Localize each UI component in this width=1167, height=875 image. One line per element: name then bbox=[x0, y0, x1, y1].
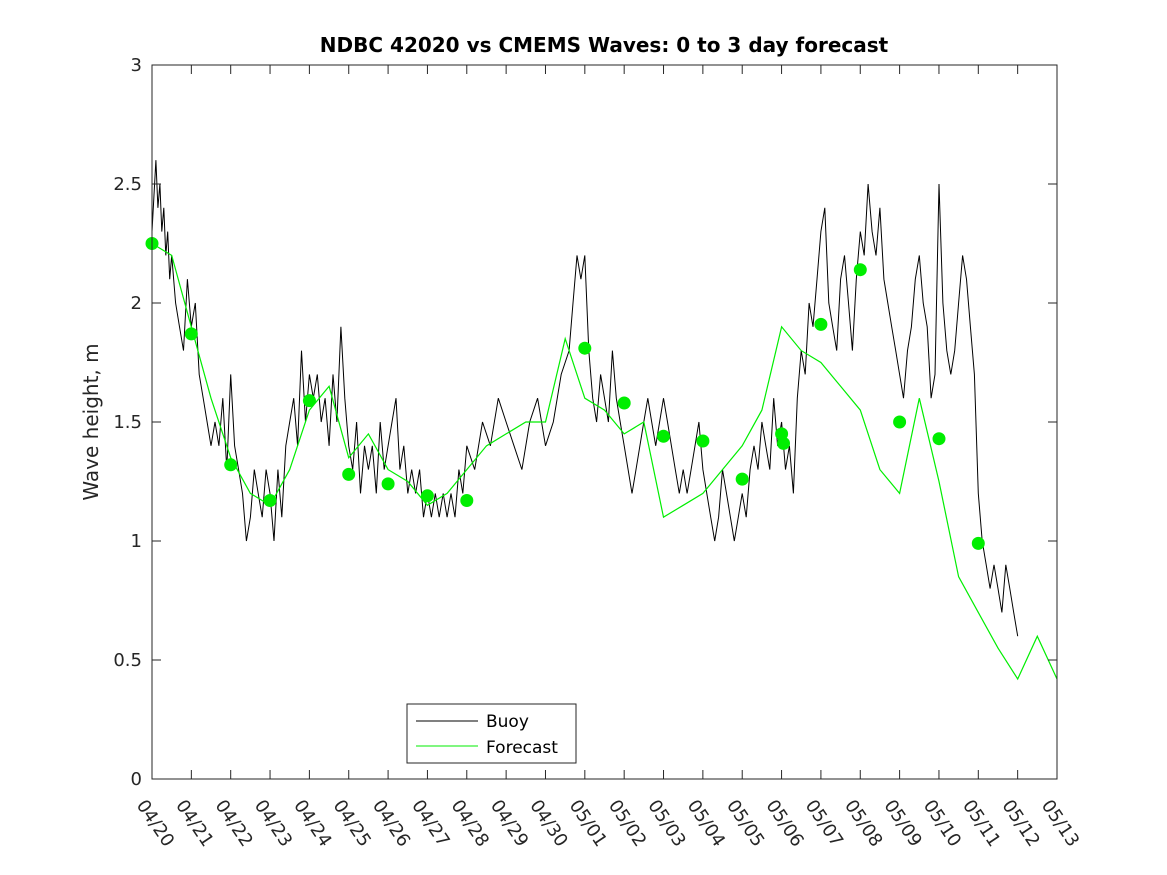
x-tick-label: 05/11 bbox=[958, 796, 1004, 851]
x-tick-label: 05/08 bbox=[840, 796, 886, 851]
forecast-point bbox=[460, 494, 474, 507]
forecast-point bbox=[184, 327, 198, 341]
forecast-point bbox=[853, 263, 867, 277]
x-tick-label: 05/06 bbox=[761, 796, 807, 851]
y-tick-label: 1.5 bbox=[113, 412, 142, 433]
legend-buoy-label: Buoy bbox=[486, 712, 529, 732]
forecast-point bbox=[342, 467, 356, 481]
x-tick-label: 05/13 bbox=[1037, 796, 1083, 851]
x-tick-label: 04/25 bbox=[329, 796, 375, 851]
x-axis: 04/2004/2104/2204/2304/2404/2504/2604/27… bbox=[132, 65, 1083, 851]
x-tick-label: 04/23 bbox=[250, 796, 296, 851]
forecast-point bbox=[777, 436, 790, 450]
x-tick-label: 04/30 bbox=[525, 796, 571, 851]
x-tick-label: 04/24 bbox=[289, 796, 335, 851]
x-tick-label: 05/03 bbox=[643, 796, 689, 851]
x-tick-label: 05/12 bbox=[998, 796, 1044, 851]
x-tick-label: 05/10 bbox=[919, 796, 965, 851]
series-line-forecast bbox=[151, 242, 1058, 681]
forecast-point bbox=[578, 341, 592, 355]
x-tick-label: 05/07 bbox=[801, 796, 847, 851]
x-tick-label: 05/01 bbox=[565, 796, 611, 851]
forecast-point bbox=[893, 415, 907, 429]
plot-area bbox=[145, 160, 1058, 681]
legend-box bbox=[406, 703, 577, 764]
x-tick-label: 04/20 bbox=[132, 796, 178, 851]
series-line-buoy bbox=[151, 160, 1019, 637]
y-tick-label: 2 bbox=[131, 293, 142, 314]
y-axis: 0 0.5 1 1.5 2 2.5 3 bbox=[113, 55, 1057, 790]
forecast-point bbox=[814, 317, 828, 331]
plot-frame bbox=[151, 64, 1058, 780]
forecast-point bbox=[696, 434, 710, 448]
y-tick-label: 1 bbox=[131, 531, 142, 552]
x-tick-label: 05/04 bbox=[683, 796, 729, 851]
forecast-point bbox=[224, 458, 238, 472]
forecast-point bbox=[657, 429, 670, 443]
forecast-point bbox=[617, 396, 631, 410]
x-tick-label: 04/22 bbox=[211, 796, 257, 851]
x-tick-label: 04/27 bbox=[407, 796, 453, 851]
x-tick-label: 05/05 bbox=[722, 796, 768, 851]
legend: Buoy Forecast bbox=[406, 703, 577, 764]
x-tick-label: 04/29 bbox=[486, 796, 532, 851]
y-axis-label: Wave height, m bbox=[79, 343, 103, 500]
forecast-point bbox=[420, 489, 434, 503]
forecast-point bbox=[263, 494, 277, 507]
x-tick-label: 04/21 bbox=[171, 796, 217, 851]
y-tick-label: 0.5 bbox=[113, 650, 142, 671]
forecast-point bbox=[971, 536, 985, 550]
chart-title: NDBC 42020 vs CMEMS Waves: 0 to 3 day fo… bbox=[320, 33, 889, 57]
x-tick-label: 05/09 bbox=[879, 796, 925, 851]
forecast-point bbox=[302, 394, 316, 408]
legend-forecast-label: Forecast bbox=[486, 738, 558, 758]
y-tick-label: 2.5 bbox=[113, 174, 142, 195]
y-tick-label: 3 bbox=[131, 55, 142, 76]
forecast-point bbox=[932, 432, 946, 446]
x-tick-label: 04/26 bbox=[368, 796, 414, 851]
y-tick-label: 0 bbox=[131, 769, 142, 790]
x-tick-label: 05/02 bbox=[604, 796, 650, 851]
forecast-point bbox=[735, 472, 749, 486]
forecast-point bbox=[381, 477, 395, 491]
x-tick-label: 04/28 bbox=[447, 796, 493, 851]
